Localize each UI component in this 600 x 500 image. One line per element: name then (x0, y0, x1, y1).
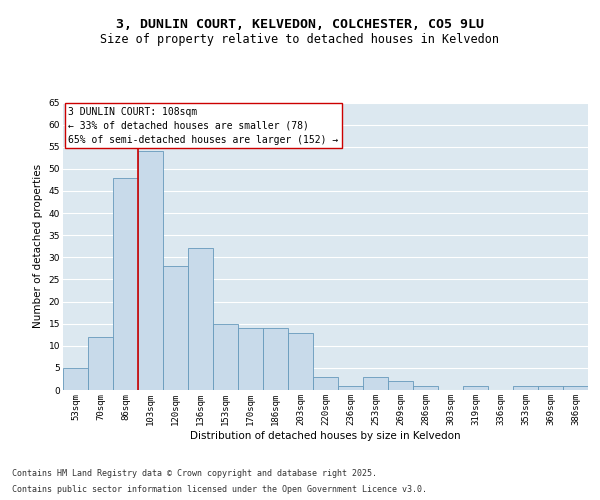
Bar (363, 376, 388, 390)
Bar (263, 328, 288, 390)
Bar (163, 266, 188, 390)
Bar (388, 381, 413, 390)
Bar (88, 337, 113, 390)
Text: 3, DUNLIN COURT, KELVEDON, COLCHESTER, CO5 9LU: 3, DUNLIN COURT, KELVEDON, COLCHESTER, C… (116, 18, 484, 30)
Bar (188, 248, 213, 390)
Y-axis label: Number of detached properties: Number of detached properties (33, 164, 43, 328)
Text: 3 DUNLIN COURT: 108sqm
← 33% of detached houses are smaller (78)
65% of semi-det: 3 DUNLIN COURT: 108sqm ← 33% of detached… (68, 107, 338, 145)
Text: Contains HM Land Registry data © Crown copyright and database right 2025.: Contains HM Land Registry data © Crown c… (12, 468, 377, 477)
Bar (338, 386, 363, 390)
Bar (463, 386, 488, 390)
Text: Contains public sector information licensed under the Open Government Licence v3: Contains public sector information licen… (12, 485, 427, 494)
X-axis label: Distribution of detached houses by size in Kelvedon: Distribution of detached houses by size … (190, 430, 461, 440)
Bar (213, 324, 238, 390)
Bar (113, 178, 138, 390)
Bar (238, 328, 263, 390)
Bar (63, 368, 88, 390)
Bar (563, 386, 588, 390)
Bar (513, 386, 538, 390)
Bar (413, 386, 438, 390)
Bar (288, 332, 313, 390)
Bar (138, 151, 163, 390)
Text: Size of property relative to detached houses in Kelvedon: Size of property relative to detached ho… (101, 32, 499, 46)
Bar (313, 376, 338, 390)
Bar (538, 386, 563, 390)
